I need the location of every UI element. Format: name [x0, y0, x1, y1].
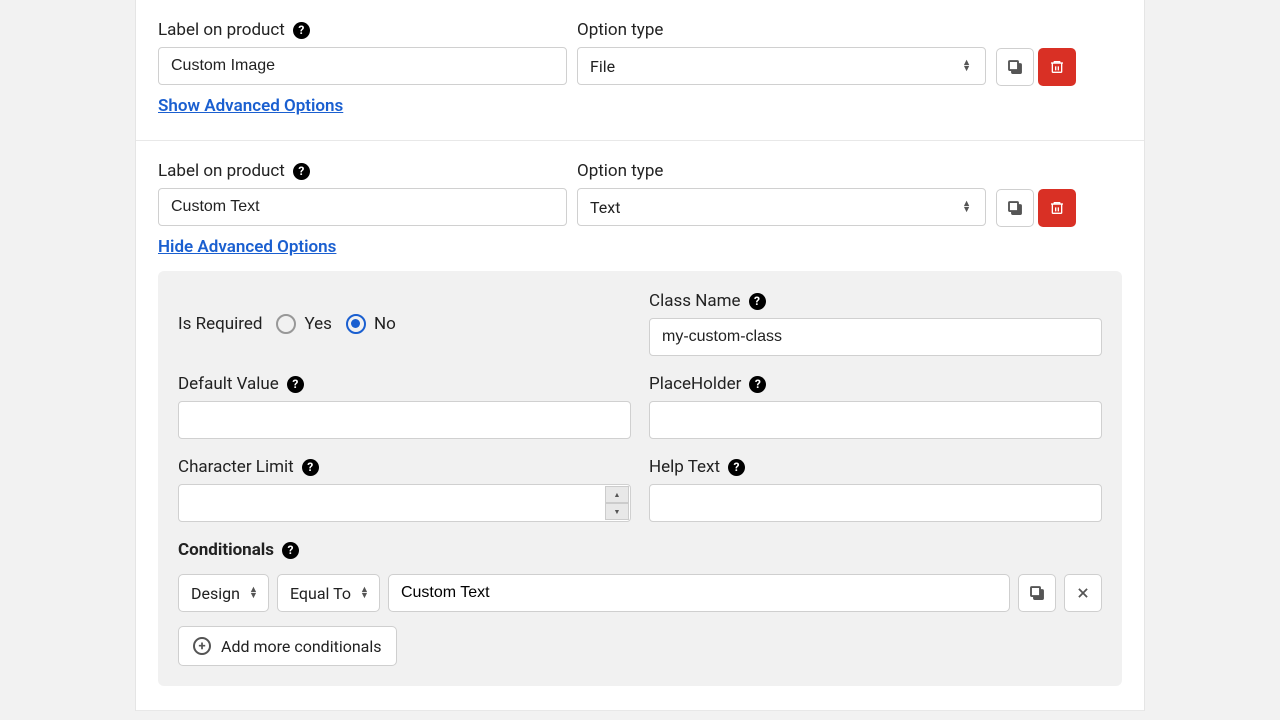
label-input[interactable] — [158, 47, 567, 85]
is-required-yes-radio[interactable] — [276, 314, 296, 334]
default-value-input[interactable] — [178, 401, 631, 439]
label-on-product-label: Label on product ? — [158, 20, 567, 40]
help-icon[interactable]: ? — [302, 459, 319, 476]
help-icon[interactable]: ? — [293, 163, 310, 180]
delete-button[interactable] — [1038, 48, 1076, 86]
cond-duplicate-button[interactable] — [1018, 574, 1056, 612]
placeholder-label: PlaceHolder ? — [649, 374, 1102, 394]
option-block-2: Label on product ? Option type Text ▲▼ — [136, 141, 1144, 711]
hide-advanced-link[interactable]: Hide Advanced Options — [158, 237, 336, 257]
cond-operator-select[interactable]: Equal To ▲▼ — [277, 574, 380, 612]
is-required-label: Is Required — [178, 314, 262, 334]
help-icon[interactable]: ? — [749, 293, 766, 310]
yes-label: Yes — [304, 314, 331, 334]
is-required-no-radio[interactable] — [346, 314, 366, 334]
label-on-product-label: Label on product ? — [158, 161, 567, 181]
help-text-label: Help Text ? — [649, 457, 1102, 477]
add-conditional-button[interactable]: + Add more conditionals — [178, 626, 397, 666]
no-label: No — [374, 314, 396, 334]
copy-icon — [1006, 58, 1024, 76]
help-icon[interactable]: ? — [282, 542, 299, 559]
help-icon[interactable]: ? — [728, 459, 745, 476]
advanced-options-panel: Is Required Yes No Class Name ? — [158, 271, 1122, 686]
trash-icon — [1049, 199, 1065, 217]
default-value-label: Default Value ? — [178, 374, 631, 394]
duplicate-button[interactable] — [996, 48, 1034, 86]
cond-value-input[interactable] — [388, 574, 1010, 612]
number-spinner[interactable]: ▲▼ — [605, 486, 629, 520]
help-text-input[interactable] — [649, 484, 1102, 522]
plus-icon: + — [193, 637, 211, 655]
cond-field-select[interactable]: Design ▲▼ — [178, 574, 269, 612]
help-icon[interactable]: ? — [749, 376, 766, 393]
help-icon[interactable]: ? — [287, 376, 304, 393]
option-type-label: Option type — [577, 161, 986, 181]
class-name-label: Class Name ? — [649, 291, 1102, 311]
copy-icon — [1006, 199, 1024, 217]
label-input[interactable] — [158, 188, 567, 226]
class-name-input[interactable] — [649, 318, 1102, 356]
duplicate-button[interactable] — [996, 189, 1034, 227]
cond-remove-button[interactable] — [1064, 574, 1102, 612]
conditional-row: Design ▲▼ Equal To ▲▼ — [178, 574, 1102, 612]
trash-icon — [1049, 58, 1065, 76]
option-type-label: Option type — [577, 20, 986, 40]
character-limit-input[interactable] — [178, 484, 631, 522]
show-advanced-link[interactable]: Show Advanced Options — [158, 96, 343, 116]
copy-icon — [1028, 584, 1046, 602]
conditionals-label: Conditionals ? — [178, 540, 1102, 560]
placeholder-input[interactable] — [649, 401, 1102, 439]
close-icon — [1076, 586, 1090, 600]
delete-button[interactable] — [1038, 189, 1076, 227]
option-type-select[interactable]: Text ▲▼ — [577, 188, 986, 226]
character-limit-label: Character Limit ? — [178, 457, 631, 477]
help-icon[interactable]: ? — [293, 22, 310, 39]
option-block-1: Label on product ? Option type File ▲▼ — [136, 0, 1144, 141]
option-type-select[interactable]: File ▲▼ — [577, 47, 986, 85]
